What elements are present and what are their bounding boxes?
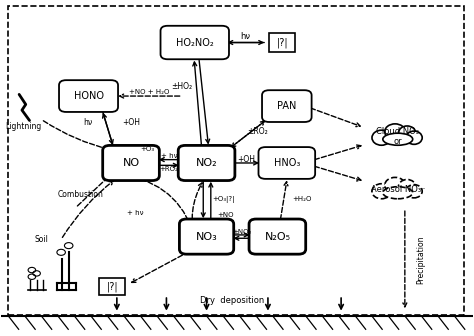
Text: Soil: Soil [34, 236, 48, 245]
FancyBboxPatch shape [59, 80, 118, 112]
Text: +OH: +OH [122, 118, 140, 127]
Text: Combustion: Combustion [58, 190, 104, 199]
Ellipse shape [385, 177, 405, 193]
Ellipse shape [383, 133, 413, 145]
Text: hν: hν [83, 118, 92, 127]
Text: hν: hν [241, 32, 251, 41]
Ellipse shape [372, 130, 391, 145]
Text: PAN: PAN [277, 101, 297, 111]
Text: HO₂NO₂: HO₂NO₂ [176, 38, 214, 47]
Bar [99, 279, 125, 295]
Text: Cloud NO₃
or: Cloud NO₃ or [376, 127, 419, 146]
Ellipse shape [372, 184, 391, 199]
Ellipse shape [385, 124, 405, 139]
FancyBboxPatch shape [262, 90, 311, 122]
Ellipse shape [399, 179, 416, 194]
Text: NO: NO [122, 158, 139, 168]
Text: HNO₃: HNO₃ [273, 158, 300, 168]
Ellipse shape [399, 126, 416, 140]
Text: +O₃|?|: +O₃|?| [213, 196, 235, 203]
Text: +RO₂: +RO₂ [159, 166, 178, 172]
FancyBboxPatch shape [178, 145, 235, 180]
Text: +O₃: +O₃ [141, 146, 155, 152]
Text: ±HO₂: ±HO₂ [172, 82, 192, 90]
Text: N₂O₅: N₂O₅ [264, 232, 291, 242]
Ellipse shape [383, 187, 413, 199]
Ellipse shape [406, 131, 422, 144]
FancyBboxPatch shape [258, 147, 315, 179]
FancyBboxPatch shape [103, 145, 159, 180]
Text: Dry  deposition: Dry deposition [201, 296, 264, 305]
Text: + hν: + hν [128, 210, 144, 216]
Text: + hν: + hν [161, 153, 177, 159]
Text: +NO + H₂O: +NO + H₂O [129, 89, 169, 95]
Text: HONO: HONO [73, 91, 103, 101]
Text: |?|: |?| [276, 37, 288, 48]
Text: |?|: |?| [106, 282, 118, 292]
Text: ±NO₂: ±NO₂ [232, 228, 251, 235]
Text: +OH: +OH [237, 155, 255, 164]
Text: +NO: +NO [218, 212, 234, 218]
Text: Lightning: Lightning [6, 122, 42, 131]
Text: Precipitation: Precipitation [417, 236, 426, 284]
Text: Aerosol NO₃⁻: Aerosol NO₃⁻ [371, 185, 425, 194]
Ellipse shape [406, 184, 422, 198]
Bar [269, 33, 295, 52]
Text: NO₂: NO₂ [196, 158, 218, 168]
FancyBboxPatch shape [249, 219, 306, 254]
FancyBboxPatch shape [180, 219, 234, 254]
Text: +H₂O: +H₂O [293, 197, 312, 203]
FancyBboxPatch shape [161, 26, 229, 59]
Text: NO₃: NO₃ [196, 232, 218, 242]
Text: ±RO₂: ±RO₂ [247, 127, 268, 136]
